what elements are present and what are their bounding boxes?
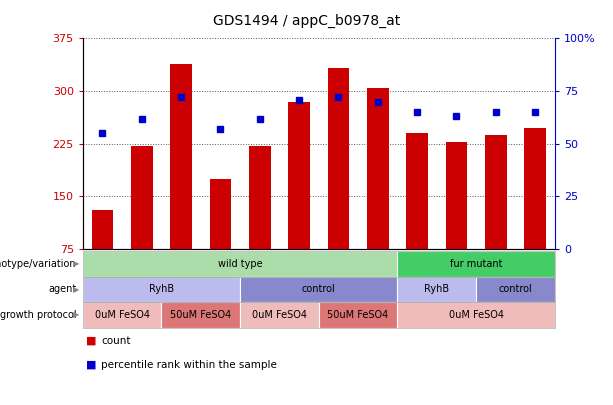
Bar	[524, 128, 546, 249]
Text: ▶: ▶	[73, 259, 80, 269]
Text: GDS1494 / appC_b0978_at: GDS1494 / appC_b0978_at	[213, 14, 400, 28]
Text: 50uM FeSO4: 50uM FeSO4	[170, 310, 231, 320]
Text: control: control	[302, 284, 336, 294]
Bar	[210, 179, 231, 249]
Bar	[446, 142, 467, 249]
Bar	[485, 134, 506, 249]
Bar	[91, 211, 113, 249]
Text: growth protocol: growth protocol	[0, 310, 77, 320]
Text: fur mutant: fur mutant	[450, 259, 502, 269]
Text: percentile rank within the sample: percentile rank within the sample	[101, 360, 277, 370]
Bar	[170, 64, 192, 249]
Text: RyhB: RyhB	[149, 284, 174, 294]
Text: agent: agent	[48, 284, 77, 294]
Bar	[406, 133, 428, 249]
Text: ■: ■	[86, 360, 96, 370]
Text: ▶: ▶	[73, 285, 80, 294]
Text: control: control	[498, 284, 532, 294]
Text: 0uM FeSO4: 0uM FeSO4	[252, 310, 307, 320]
Bar	[327, 68, 349, 249]
Text: RyhB: RyhB	[424, 284, 449, 294]
Bar	[367, 87, 389, 249]
Text: wild type: wild type	[218, 259, 262, 269]
Text: 0uM FeSO4: 0uM FeSO4	[94, 310, 150, 320]
Text: count: count	[101, 336, 131, 346]
Bar	[131, 146, 153, 249]
Text: 0uM FeSO4: 0uM FeSO4	[449, 310, 504, 320]
Text: ■: ■	[86, 336, 96, 346]
Text: 50uM FeSO4: 50uM FeSO4	[327, 310, 389, 320]
Text: ▶: ▶	[73, 310, 80, 320]
Text: genotype/variation: genotype/variation	[0, 259, 77, 269]
Bar	[288, 102, 310, 249]
Bar	[249, 146, 270, 249]
